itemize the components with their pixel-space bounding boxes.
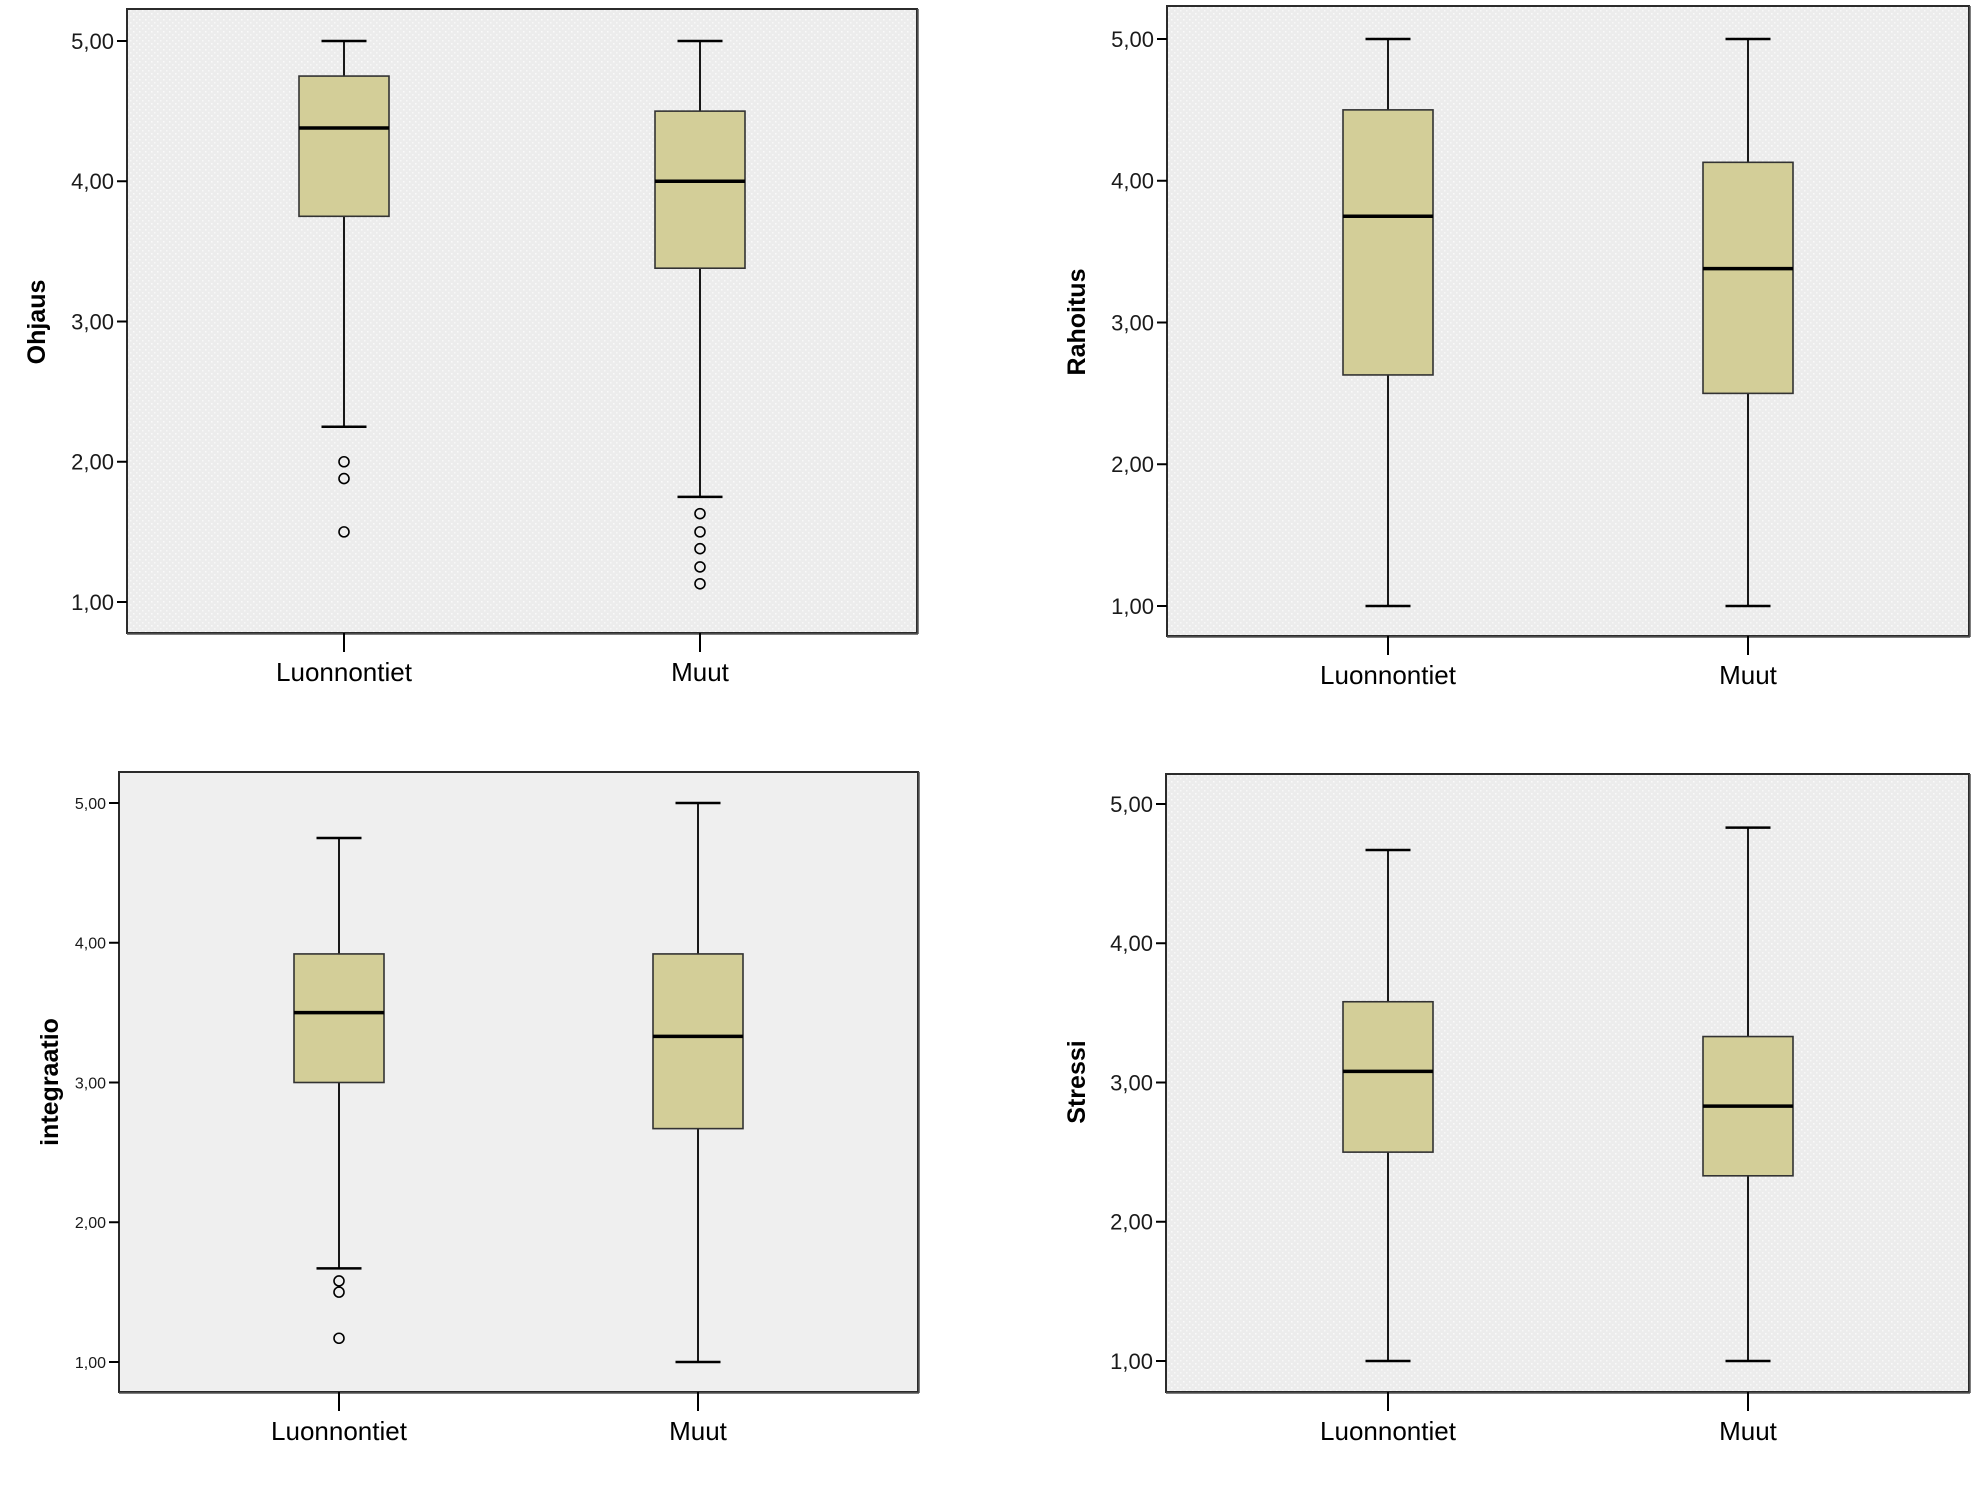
x-category-label: Luonnontiet: [276, 657, 413, 687]
outlier-point: [694, 577, 706, 590]
y-tick-label: 4,00: [1110, 931, 1153, 956]
chart-panel-top-right: 1,00 2,00 3,00 4,00 5,00 Rahoitus Luonnontiet M…: [1063, 5, 1971, 690]
iqr-box: [654, 110, 746, 270]
y-tick-label: 5,00: [1110, 792, 1153, 817]
iqr-box: [1702, 161, 1794, 395]
chart-panel-bottom-left: 1,00 2,00 3,00 4,00 5,00 integraatio Luonnonti…: [36, 771, 920, 1446]
box-group-muut: Muut: [652, 801, 744, 1446]
y-tick-label: 4,00: [75, 936, 106, 953]
y-tick-label: 4,00: [1111, 169, 1154, 194]
y-tick-label: 1,00: [75, 1355, 106, 1372]
box-group-muut: Muut: [1702, 826, 1794, 1446]
y-tick-label: 2,00: [1111, 452, 1154, 477]
y-tick-label: 4,00: [71, 169, 114, 194]
outlier-point: [694, 542, 706, 555]
y-tick-label: 1,00: [1110, 1349, 1153, 1374]
plot-area: [1165, 773, 1970, 1393]
iqr-box: [298, 75, 390, 218]
chart-panel-top-left: 1,00 2,00 3,00 4,00 5,00 Ohjaus Luonnontiet Muu…: [23, 8, 919, 687]
plot-area: [118, 771, 919, 1393]
chart-panel-bottom-right: 1,00 2,00 3,00 4,00 5,00 Stressi Luonnontiet Mu…: [1063, 773, 1971, 1446]
box-group-muut: Muut: [654, 39, 746, 687]
box-group-muut: Muut: [1702, 37, 1794, 690]
x-category-label: Luonnontiet: [1320, 660, 1457, 690]
box-group-luonnontiet: Luonnontiet: [276, 39, 413, 687]
outlier-point: [694, 526, 706, 538]
outlier-point: [333, 1275, 345, 1287]
y-tick-label: 5,00: [75, 796, 106, 813]
iqr-box: [1342, 1000, 1434, 1153]
iqr-box: [293, 953, 385, 1084]
outlier-point: [338, 455, 350, 468]
iqr-box: [1342, 109, 1434, 376]
box-group-luonnontiet: Luonnontiet: [271, 836, 408, 1446]
y-axis-title: integraatio: [36, 1018, 64, 1146]
outlier-point: [338, 526, 350, 538]
x-category-label: Muut: [1719, 1416, 1778, 1446]
y-tick-label: 3,00: [71, 309, 114, 334]
y-axis-title: Ohjaus: [23, 280, 51, 365]
iqr-box: [652, 953, 744, 1130]
y-tick-label: 1,00: [71, 590, 114, 615]
y-tick-label: 2,00: [75, 1215, 106, 1232]
plot-area: [1166, 5, 1970, 637]
x-category-label: Muut: [1719, 660, 1778, 690]
y-tick-label: 3,00: [75, 1075, 106, 1092]
x-category-label: Luonnontiet: [271, 1416, 408, 1446]
y-tick-label: 2,00: [71, 450, 114, 475]
outlier-point: [333, 1332, 345, 1345]
plot-area: [126, 8, 918, 634]
y-axis-title: Rahoitus: [1063, 269, 1091, 376]
y-tick-label: 3,00: [1111, 310, 1154, 335]
outlier-point: [338, 472, 350, 485]
outlier-point: [694, 561, 706, 573]
box-group-luonnontiet: Luonnontiet: [1320, 37, 1457, 690]
y-axis-title: Stressi: [1063, 1040, 1091, 1123]
y-tick-label: 5,00: [1111, 27, 1154, 52]
y-tick-label: 3,00: [1110, 1070, 1153, 1095]
outlier-point: [333, 1286, 345, 1298]
x-category-label: Muut: [671, 657, 730, 687]
x-category-label: Muut: [669, 1416, 728, 1446]
x-category-label: Luonnontiet: [1320, 1416, 1457, 1446]
y-tick-label: 2,00: [1110, 1210, 1153, 1235]
y-tick-label: 1,00: [1111, 594, 1154, 619]
outlier-point: [694, 507, 706, 520]
box-group-luonnontiet: Luonnontiet: [1320, 848, 1457, 1446]
y-tick-label: 5,00: [71, 29, 114, 54]
